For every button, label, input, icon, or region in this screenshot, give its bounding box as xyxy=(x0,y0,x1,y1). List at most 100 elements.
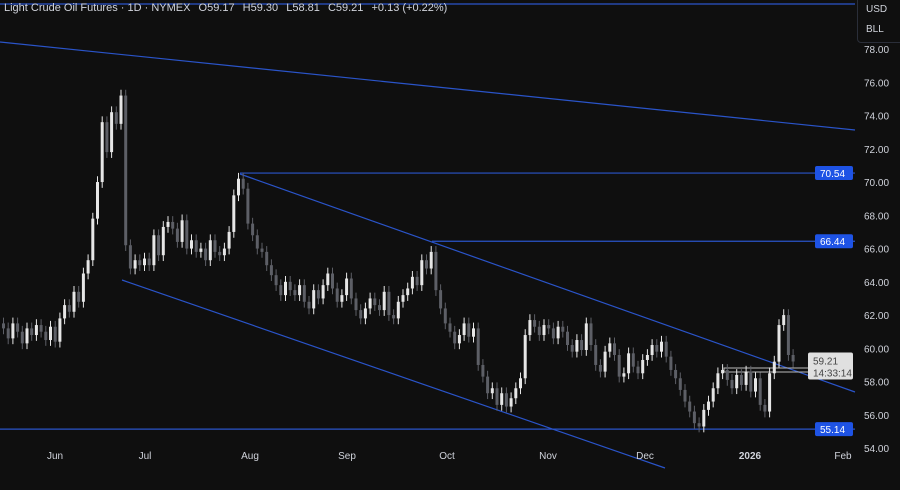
candle xyxy=(100,116,104,188)
candle xyxy=(453,325,457,350)
candle xyxy=(378,299,381,316)
candle xyxy=(598,359,602,378)
candle xyxy=(566,325,569,351)
candle xyxy=(772,355,776,380)
current-price-bg xyxy=(808,352,853,380)
candle xyxy=(30,322,34,341)
candle-body xyxy=(439,290,443,309)
candle-body xyxy=(218,251,222,256)
candle xyxy=(138,254,142,272)
candle-body xyxy=(490,388,494,394)
candle-body xyxy=(349,278,353,299)
candle-body xyxy=(359,310,363,319)
candle xyxy=(392,309,396,325)
candle xyxy=(359,304,363,325)
candle-body xyxy=(269,265,273,276)
candle-body xyxy=(514,388,518,399)
candle-body xyxy=(504,393,508,407)
high-value: H59.30 xyxy=(242,2,279,14)
candle-body xyxy=(716,373,720,389)
candle-body xyxy=(91,218,95,261)
candle-body xyxy=(180,220,184,242)
candle-body xyxy=(542,325,546,336)
candle-body xyxy=(556,326,560,339)
candle xyxy=(688,395,692,418)
candle-body xyxy=(171,221,175,229)
axis-unit-selector[interactable]: USD BLL xyxy=(857,0,900,43)
candle xyxy=(758,372,762,411)
candle xyxy=(133,254,137,275)
candle-body xyxy=(284,281,287,296)
candle xyxy=(147,252,151,272)
currency-label[interactable]: USD xyxy=(866,4,888,15)
candle xyxy=(152,229,156,272)
candle xyxy=(777,319,781,368)
candle xyxy=(265,246,269,272)
candle-body xyxy=(547,325,551,329)
candle xyxy=(514,382,518,405)
candle xyxy=(124,89,128,252)
candle-body xyxy=(20,331,24,344)
candle-body xyxy=(190,240,193,249)
candle xyxy=(721,364,725,380)
candle xyxy=(504,387,508,413)
candle xyxy=(199,242,203,258)
unit-label[interactable]: BLL xyxy=(866,24,884,35)
candle-body xyxy=(30,328,34,336)
candle xyxy=(194,234,198,258)
candle-body xyxy=(725,369,729,380)
candle xyxy=(420,254,424,291)
candle xyxy=(382,285,386,316)
candle xyxy=(603,345,607,378)
candle xyxy=(218,246,222,262)
candle-body xyxy=(561,326,565,332)
candle xyxy=(725,364,729,386)
candle xyxy=(509,392,513,413)
candle xyxy=(119,89,123,130)
candle-body xyxy=(636,366,640,374)
candle-body xyxy=(387,291,391,316)
candle xyxy=(528,314,532,341)
candle-body xyxy=(735,374,739,389)
candle-body xyxy=(758,378,762,405)
time-tick-label: Nov xyxy=(539,451,557,462)
candle-body xyxy=(232,195,236,232)
candle xyxy=(171,216,175,235)
candle xyxy=(443,302,447,330)
candle xyxy=(222,242,226,262)
candle xyxy=(664,335,668,363)
candle xyxy=(373,292,377,311)
candle xyxy=(735,369,739,395)
candle-body xyxy=(570,345,574,352)
candle xyxy=(627,347,631,380)
candle xyxy=(674,364,678,385)
candle-body xyxy=(730,379,734,389)
candle xyxy=(711,382,715,408)
candle xyxy=(77,285,81,308)
candle xyxy=(683,384,687,408)
price-tick-label: 72.00 xyxy=(864,145,889,156)
level-label-bg xyxy=(815,422,853,437)
candle-body xyxy=(603,351,607,372)
candle xyxy=(584,317,588,356)
candle xyxy=(96,176,99,225)
candle-body xyxy=(754,378,757,392)
candle-body xyxy=(782,315,786,326)
candle-body xyxy=(44,331,48,341)
candle xyxy=(269,259,273,281)
candle xyxy=(396,295,400,325)
price-tick-label: 70.00 xyxy=(864,178,889,189)
candle xyxy=(410,271,414,295)
price-tick-label: 76.00 xyxy=(864,78,889,89)
long-term-trendline xyxy=(0,41,856,131)
candle-body xyxy=(241,178,245,189)
candle-body xyxy=(34,325,38,336)
candle-body xyxy=(551,328,555,339)
price-tick-label: 64.00 xyxy=(864,278,889,289)
candle-body xyxy=(453,331,457,344)
candle xyxy=(298,279,302,301)
candle xyxy=(707,395,710,416)
candle-body xyxy=(105,122,109,153)
candle-body xyxy=(401,295,405,302)
